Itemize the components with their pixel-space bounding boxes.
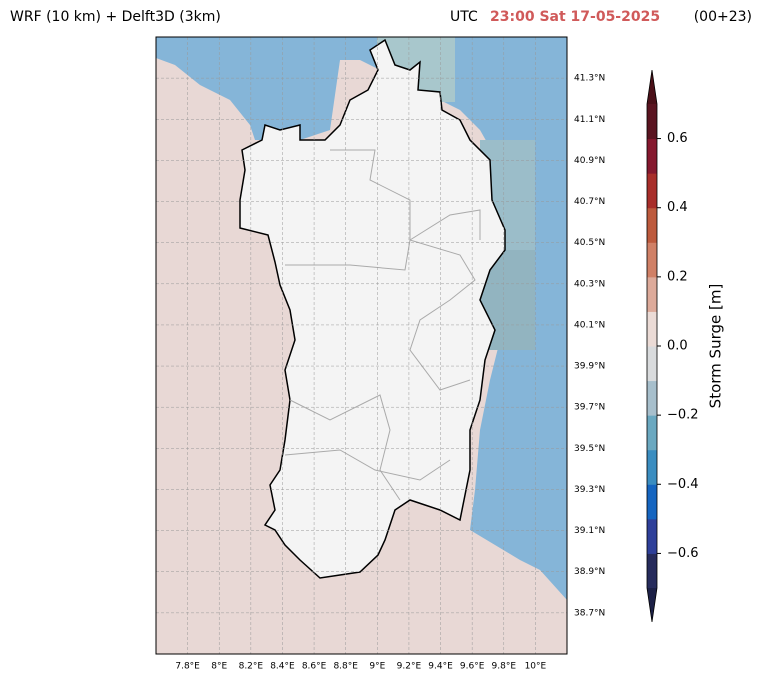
run-step: (00+23) <box>694 9 752 25</box>
lat-label: 38.7°N <box>574 608 605 618</box>
lat-label: 40.5°N <box>574 238 605 248</box>
lat-label: 40.1°N <box>574 320 605 330</box>
lat-label: 39.1°N <box>574 526 605 536</box>
colorbar-level <box>647 518 657 554</box>
lon-label: 9.2°E <box>397 662 422 672</box>
colorbar-tick-label: −0.4 <box>667 477 699 492</box>
lat-label: 39.5°N <box>574 444 605 454</box>
colorbar-tick-label: −0.2 <box>667 408 699 423</box>
colorbar-level <box>647 380 657 416</box>
colorbar-level <box>647 242 657 278</box>
lon-label: 9.8°E <box>492 662 517 672</box>
lat-label: 40.7°N <box>574 197 605 207</box>
title-left: WRF (10 km) + Delft3D (3km) <box>10 9 221 25</box>
lon-label: 8.8°E <box>333 662 358 672</box>
lat-label: 41.3°N <box>574 74 605 84</box>
sea-surge-negative <box>156 37 567 600</box>
lon-label: 10°E <box>525 662 547 672</box>
lon-label: 8.4°E <box>270 662 295 672</box>
colorbar-tick-label: 0.4 <box>667 200 688 215</box>
sardinia-coast <box>239 38 506 579</box>
lat-label: 39.3°N <box>574 485 605 495</box>
colorbar-extend-over <box>647 70 657 104</box>
colorbar-level <box>647 449 657 485</box>
colorbar-level <box>647 207 657 243</box>
province-border <box>330 149 481 241</box>
lat-label: 39.9°N <box>574 362 605 372</box>
colorbar-tick-label: 0.2 <box>667 269 688 284</box>
colorbar-level <box>647 173 657 209</box>
colorbar-outline <box>646 69 658 623</box>
utc-label: UTC <box>450 9 478 25</box>
lat-label: 38.9°N <box>574 567 605 577</box>
province-border <box>284 449 451 481</box>
lat-label: 39.7°N <box>574 403 605 413</box>
colorbar-tick-label: −0.6 <box>667 546 699 561</box>
lon-label: 9.6°E <box>460 662 485 672</box>
lon-label: 8°E <box>211 662 227 672</box>
colorbar-label: Storm Surge [m] <box>707 284 725 409</box>
lat-label: 40.9°N <box>574 156 605 166</box>
colorbar-level <box>647 484 657 520</box>
lon-label: 9°E <box>369 662 385 672</box>
colorbar-level <box>647 415 657 451</box>
lon-label: 7.8°E <box>175 662 200 672</box>
colorbar-tick-label: 0.0 <box>667 339 688 354</box>
lon-label: 8.6°E <box>302 662 327 672</box>
lat-label: 40.3°N <box>574 279 605 289</box>
lon-label: 9.4°E <box>428 662 453 672</box>
colorbar-tick-label: 0.6 <box>667 131 688 146</box>
colorbar-level <box>647 276 657 312</box>
valid-time: 23:00 Sat 17-05-2025 <box>490 9 660 25</box>
province-border <box>285 239 476 391</box>
lat-label: 41.1°N <box>574 115 605 125</box>
map <box>155 36 568 655</box>
colorbar-level <box>647 138 657 174</box>
colorbar-extend-under <box>647 588 657 622</box>
colorbar-level <box>647 311 657 347</box>
province-border <box>289 394 401 501</box>
colorbar-level <box>647 346 657 382</box>
lon-label: 8.2°E <box>239 662 264 672</box>
map-frame <box>155 36 568 655</box>
colorbar-level <box>647 553 657 589</box>
colorbar-level <box>647 104 657 140</box>
